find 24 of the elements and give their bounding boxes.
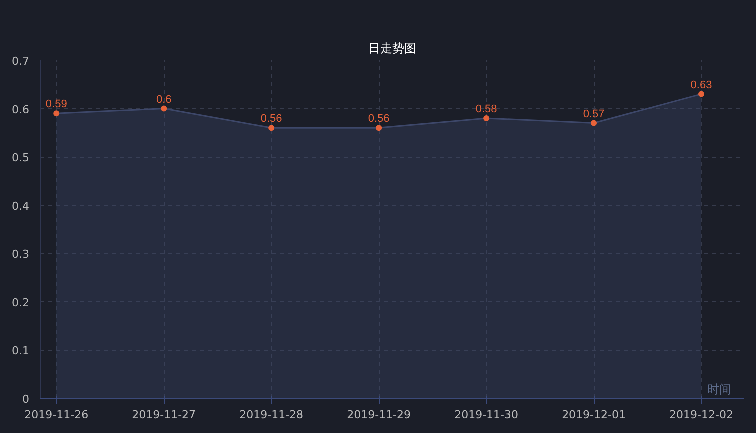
- data-label: 0.58: [476, 103, 498, 116]
- y-tick-label: 0.7: [12, 55, 30, 68]
- data-label: 0.56: [368, 113, 390, 126]
- x-tick-label: 2019-11-29: [347, 408, 412, 422]
- x-tick-label: 2019-11-26: [24, 408, 89, 422]
- y-tick-label: 0.5: [12, 152, 30, 165]
- data-label: 0.63: [690, 79, 712, 92]
- y-tick-label: 0.2: [12, 296, 30, 310]
- y-tick-label: 0.4: [12, 200, 30, 213]
- x-tick-label: 2019-12-01: [562, 408, 626, 422]
- y-tick-label: 0.3: [12, 248, 30, 262]
- data-label: 0.57: [583, 108, 605, 120]
- y-tick-label: 0.1: [12, 344, 30, 358]
- x-tick-label: 2019-11-27: [132, 408, 196, 422]
- x-tick-label: 2019-11-28: [240, 408, 304, 422]
- data-label: 0.6: [156, 94, 172, 106]
- y-tick-label: 0.6: [12, 103, 30, 116]
- x-tick-label: 2019-12-02: [670, 408, 734, 422]
- x-axis-title: 时间: [708, 382, 732, 396]
- x-tick-label: 2019-11-30: [454, 408, 519, 422]
- y-tick-label: 0: [22, 393, 30, 406]
- data-label: 0.56: [260, 113, 282, 126]
- data-label: 0.59: [46, 98, 68, 111]
- chart-title: 日走势图: [368, 42, 416, 56]
